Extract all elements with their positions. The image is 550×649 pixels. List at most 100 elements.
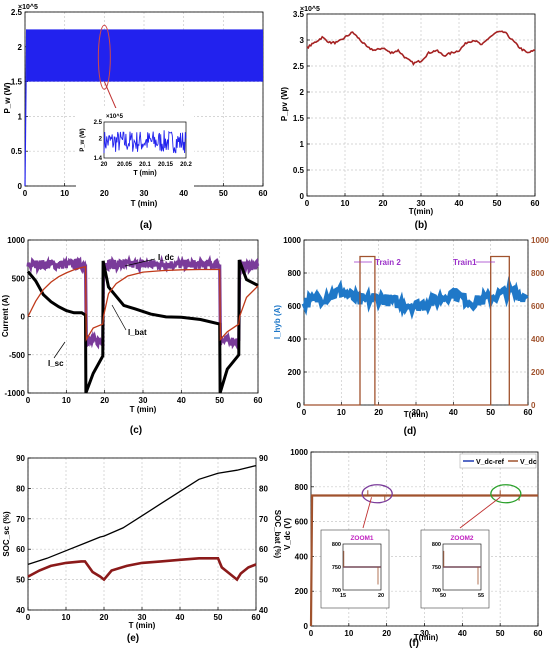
x-tick-label: 10	[60, 189, 69, 198]
panel-caption: (a)	[140, 220, 152, 231]
y-axis-label: P_pv (W)	[280, 87, 289, 122]
y-tick-label: 200	[288, 368, 302, 377]
soc-bat-line	[27, 464, 257, 566]
x-tick-label: 10	[62, 613, 71, 622]
x-tick-label: 50	[496, 629, 505, 638]
y-tick-label: 0	[297, 401, 302, 410]
y-tick-label: 0	[21, 313, 26, 322]
x-axis-label: T(min)	[409, 207, 434, 216]
y-tick-label: 0.5	[11, 147, 23, 156]
y2-tick-label: 800	[531, 269, 545, 278]
zoom-y-tick-label: 800	[332, 542, 341, 548]
ramp-line	[24, 29, 28, 187]
power-band	[26, 29, 263, 82]
y-axis-label: I_hyb (A)	[273, 305, 282, 340]
legend-label-vdc: V_dc	[520, 459, 537, 466]
y-tick-label: 60	[16, 545, 25, 554]
x-tick-label: 30	[139, 396, 148, 405]
x-tick-label: 50	[486, 408, 495, 417]
zoom1-highlight	[361, 484, 393, 504]
y-tick-label: 2.5	[293, 62, 305, 71]
y-tick-label: 0	[18, 182, 23, 191]
x-tick-label: 10	[337, 408, 346, 417]
x-tick-label: 0	[305, 199, 310, 208]
y2-tick-label: 600	[531, 302, 545, 311]
y-tick-label: 400	[295, 552, 309, 561]
y-tick-label: 1.5	[11, 78, 23, 87]
legend: V_dc-ref V_dc	[459, 453, 537, 469]
x-tick-label: 20	[382, 629, 391, 638]
y-tick-label: 3	[300, 36, 305, 45]
y-tick-label: -1000	[5, 389, 26, 398]
y-tick-label: 1000	[7, 236, 25, 245]
panel-caption: (d)	[404, 426, 417, 437]
y-tick-label: 0.5	[293, 166, 305, 175]
x-tick-label: 20	[100, 613, 109, 622]
x-tick-label: 50	[214, 613, 223, 622]
x-axis-label: T(min)	[404, 410, 429, 419]
y2-tick-label: 200	[531, 368, 545, 377]
label-ibat-pointer	[111, 304, 127, 331]
x-tick-label: 40	[455, 199, 464, 208]
x-tick-label: 20	[100, 189, 109, 198]
y-tick-label: 2.5	[11, 8, 23, 17]
pv-power-line	[306, 30, 536, 67]
exponent-label: ×10^5	[300, 5, 320, 13]
x-tick-label: 50	[215, 396, 224, 405]
x-axis-label: T (min)	[129, 621, 156, 630]
zoom-y-tick-label: 750	[432, 565, 441, 571]
inset-x-tick-label: 20.2	[180, 162, 192, 168]
zoom-x-tick-label: 55	[478, 593, 484, 599]
x-tick-label: 50	[219, 189, 228, 198]
x-tick-label: 60	[252, 613, 261, 622]
x-tick-label: 60	[524, 408, 533, 417]
y-tick-label: 90	[16, 454, 25, 463]
ihyb-line	[301, 276, 529, 320]
x-tick-label: 0	[309, 629, 314, 638]
label-isc: I_sc	[48, 359, 64, 368]
inset-y-tick-label: 2	[99, 136, 103, 142]
inset-exponent: ×10^5	[106, 114, 124, 120]
y2-tick-label: 40	[259, 606, 268, 615]
zoom-x-tick-label: 15	[340, 593, 346, 599]
label-isc-pointer	[53, 341, 66, 359]
panel-d: 0 10 20 30 40 50 60020040060080010000200400600…	[273, 236, 549, 437]
y2-tick-label: 50	[259, 576, 268, 585]
y-tick-label: 800	[288, 269, 302, 278]
y-tick-label: 70	[16, 515, 25, 524]
zoom-y-tick-label: 750	[332, 565, 341, 571]
y-axis-label: P_w (W)	[3, 82, 12, 113]
axes-frame	[306, 13, 536, 197]
y-tick-label: 400	[288, 335, 302, 344]
y-axis-label: V_dc (V)	[283, 518, 292, 550]
x-tick-label: 30	[138, 613, 147, 622]
inset-x-tick-label: 20.05	[117, 162, 133, 168]
zoom-y-tick-label: 800	[432, 542, 441, 548]
train-line	[304, 255, 528, 406]
y-tick-label: 200	[295, 587, 309, 596]
y-tick-label: -500	[9, 351, 26, 360]
y2-tick-label: 80	[259, 484, 268, 493]
inset-x-axis-label: T (min)	[133, 170, 156, 177]
y-tick-label: 0	[304, 622, 309, 631]
x-tick-label: 40	[176, 613, 185, 622]
label-idc-pointer	[124, 258, 156, 267]
y2-tick-label: 1000	[531, 236, 549, 245]
vdc-line	[309, 494, 538, 627]
zoom2-arrow	[459, 496, 501, 529]
x-tick-label: 30	[412, 408, 421, 417]
panel-caption: (f)	[409, 638, 419, 649]
x-tick-label: 0	[26, 396, 31, 405]
inset-y-tick-label: 1.4	[94, 156, 103, 162]
y2-tick-label: 0	[531, 401, 536, 410]
zoom-x-tick-label: 20	[378, 593, 384, 599]
legend-label-ref: V_dc-ref	[476, 459, 505, 466]
highlight-oval	[97, 24, 111, 90]
x-tick-label: 40	[179, 189, 188, 198]
y2-tick-label: 60	[259, 545, 268, 554]
y-axis-label: SOC_sc (%)	[2, 511, 11, 557]
panel-caption: (e)	[127, 633, 139, 644]
